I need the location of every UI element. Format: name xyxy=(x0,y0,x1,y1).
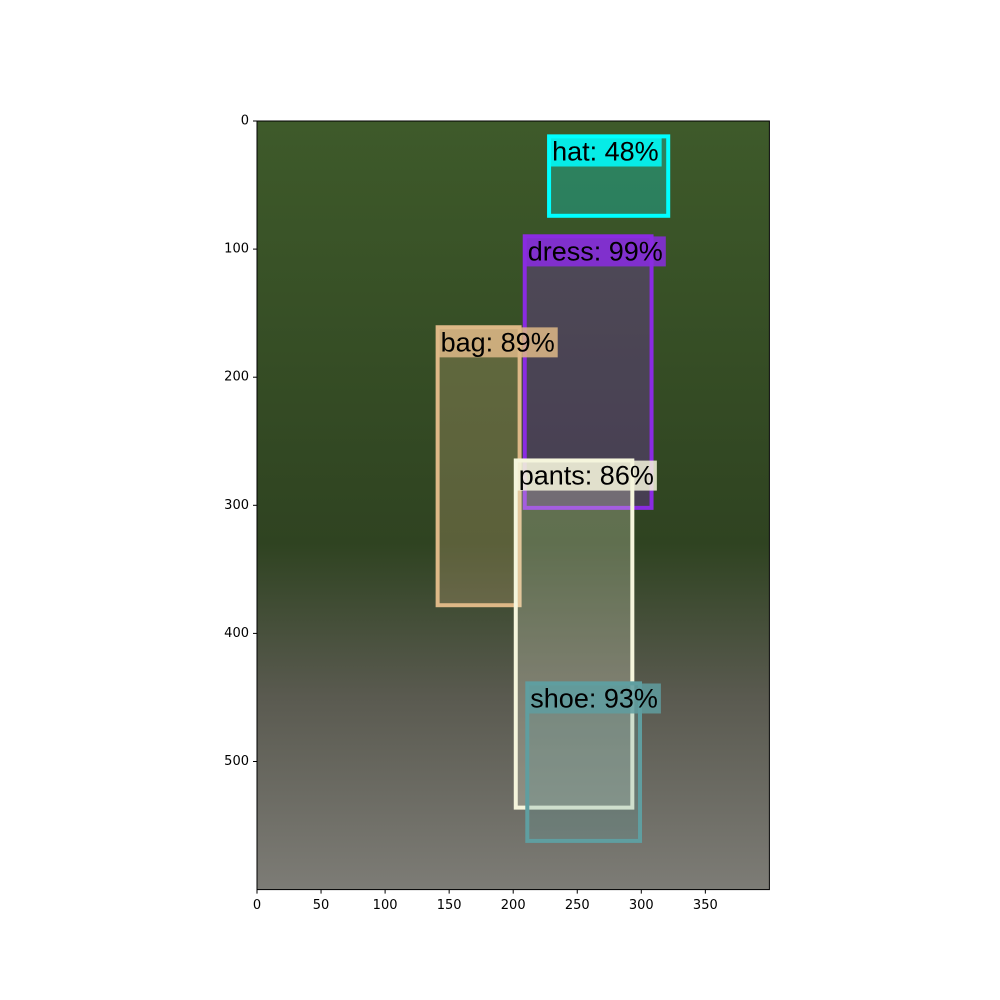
x-tick-label: 300 xyxy=(629,898,654,913)
y-tick-label: 400 xyxy=(224,626,249,641)
y-tick-label: 100 xyxy=(224,242,249,257)
mask xyxy=(515,460,633,808)
x-tick-label: 0 xyxy=(253,898,261,913)
detection-label: shoe: 93% xyxy=(530,683,658,713)
label-background xyxy=(549,136,662,167)
x-tick-label: 150 xyxy=(437,898,462,913)
label-background xyxy=(515,460,657,491)
detection-label: hat: 48% xyxy=(552,136,659,166)
x-tick-label: 50 xyxy=(313,898,330,913)
y-tick-label: 500 xyxy=(224,754,249,769)
y-tick-label: 0 xyxy=(241,114,249,129)
x-tick-label: 350 xyxy=(693,898,718,913)
x-tick-label: 250 xyxy=(565,898,590,913)
bounding-box xyxy=(522,234,654,510)
x-tick-label: 200 xyxy=(501,898,526,913)
photo xyxy=(257,121,770,890)
detection-label: pants: 86% xyxy=(519,461,654,491)
y-tick-label: 300 xyxy=(224,498,249,513)
mask xyxy=(437,327,520,606)
label-background xyxy=(437,327,558,358)
y-tick-label: 200 xyxy=(224,370,249,385)
label-background xyxy=(524,236,666,267)
label-background xyxy=(527,683,661,714)
bounding-box xyxy=(513,458,635,810)
detection-label: dress: 99% xyxy=(528,236,663,266)
bounding-box xyxy=(525,681,643,843)
bounding-box xyxy=(547,134,671,218)
detection-label: bag: 89% xyxy=(441,327,555,357)
x-tick-label: 100 xyxy=(373,898,398,913)
